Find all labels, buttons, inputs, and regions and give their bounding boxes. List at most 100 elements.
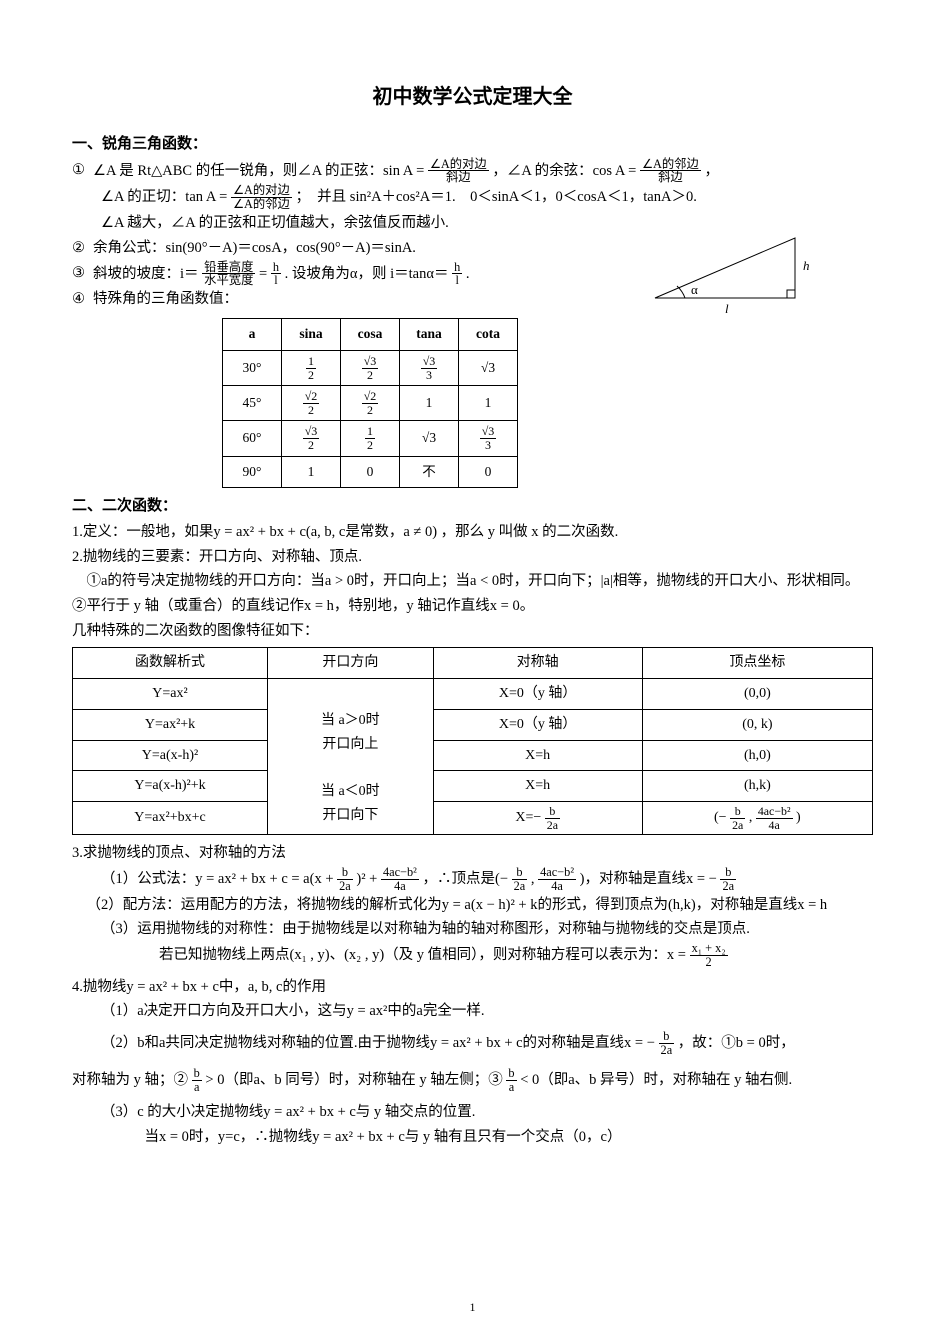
s1-li1-a: ∠A 是 Rt△ABC 的任一锐角，则∠A 的正弦：sin A = [93, 162, 428, 178]
triangle-svg: α h l [645, 228, 825, 318]
r4c3m: , [749, 810, 756, 825]
table-row: Y=ax²+k X=0（y 轴） (0, k) [73, 709, 873, 740]
s4p2a: （2）b和a共同决定抛物线对称轴的位置.由于抛物线y = ax² + bx + … [101, 1035, 655, 1051]
frac-slope2: h l [271, 261, 281, 288]
s4-heading: 4.抛物线y = ax² + bx + c中，a, b, c的作用 [72, 975, 873, 1000]
td: (0,0) [642, 678, 872, 709]
table-row: Y=a(x-h)²+k X=h (h,k) [73, 771, 873, 802]
circled-4: ④ [72, 287, 89, 312]
s3m1d: , [531, 871, 538, 887]
table-row: Y=a(x-h)² X=h (h,0) [73, 740, 873, 771]
td: Y=ax² [73, 678, 268, 709]
th: 对称轴 [433, 648, 642, 679]
s4p3c: < 0（即a、b 异号）时，对称轴在 y 轴右侧. [520, 1072, 792, 1088]
td: Y=ax²+k [73, 709, 268, 740]
section-1-heading: 一、锐角三角函数： [72, 132, 873, 158]
s1-li2: 余角公式：sin(90°－A)＝cosA，cos(90°－A)＝sinA. [93, 240, 416, 256]
s4p3a: 对称轴为 y 轴；② [72, 1072, 188, 1088]
circled-3: ③ [72, 261, 89, 286]
table-row: a sina cosa tana cota [223, 319, 518, 351]
s4p3b: > 0（即a、b 同号）时，对称轴在 y 轴左侧；③ [205, 1072, 502, 1088]
s4-p2: （2）b和a共同决定抛物线对称轴的位置.由于抛物线y = ax² + bx + … [72, 1030, 873, 1057]
td: 60° [223, 421, 282, 456]
s3-heading: 3.求抛物线的顶点、对称轴的方法 [72, 841, 873, 866]
th: 函数解析式 [73, 648, 268, 679]
td: X=h [433, 740, 642, 771]
frac-cosA: ∠A的邻边 斜边 [640, 158, 701, 185]
s4p2b: ，故：①b = 0时， [678, 1035, 795, 1051]
r4c2a: X=− [515, 810, 541, 825]
td: 1 [282, 456, 341, 488]
td: 90° [223, 456, 282, 488]
s1-li4: 特殊角的三角函数值： [93, 291, 238, 307]
table-row: 45° √22 √22 1 1 [223, 386, 518, 421]
td: 0 [341, 456, 400, 488]
td: 1 [400, 386, 459, 421]
s2-p1: 1.定义：一般地，如果y = ax² + bx + c(a, b, c是常数，a… [72, 520, 873, 545]
s3-m3b: 若已知抛物线上两点(x₁ , y)、(x₂ , y)（及 y 值相同），则对称轴… [72, 942, 873, 969]
s1-item-1: ① ∠A 是 Rt△ABC 的任一锐角，则∠A 的正弦：sin A = ∠A的对… [72, 158, 873, 185]
s4-p5: 当x = 0时，y=c，∴抛物线y = ax² + bx + c与 y 轴有且只… [72, 1125, 873, 1150]
th-cota: cota [459, 319, 518, 351]
frac-slope1: 铅垂高度 水平宽度 [202, 261, 255, 288]
s1-li1l2-a: ∠A 的正切：tan A = [101, 189, 231, 205]
r4c3b: ) [796, 810, 801, 825]
td: √32 [341, 350, 400, 385]
s1-li3-d: . [466, 265, 470, 281]
dir-down: 当 a＜0时 开口向下 [321, 784, 380, 823]
table-row: 90° 1 0 不 0 [223, 456, 518, 488]
th: 顶点坐标 [642, 648, 872, 679]
s3-m2: （2）配方法：运用配方的方法，将抛物线的解析式化为y = a(x − h)² +… [72, 893, 873, 918]
circled-2: ② [72, 236, 89, 261]
triangle-diagram: α h l [645, 228, 825, 318]
frac-tanA: ∠A的对边 ∠A的邻边 [231, 184, 292, 211]
s1-li3-a: 斜坡的坡度：i＝ [93, 265, 199, 281]
s3m1a: （1）公式法：y = ax² + bx + c = a(x + [101, 871, 337, 887]
document-page: 初中数学公式定理大全 一、锐角三角函数： ① ∠A 是 Rt△ABC 的任一锐角… [0, 0, 945, 1337]
td: √3 [400, 421, 459, 456]
th-tana: tana [400, 319, 459, 351]
th-sina: sina [282, 319, 341, 351]
triangle-alpha: α [691, 282, 698, 297]
td: √32 [282, 421, 341, 456]
r4c3a: (− [714, 810, 727, 825]
s3-m1: （1）公式法：y = ax² + bx + c = a(x + b2a )² +… [72, 866, 873, 893]
page-number: 1 [0, 1297, 945, 1317]
s4-p1: （1）a决定开口方向及开口大小，这与y = ax²中的a完全一样. [72, 999, 873, 1024]
th: 开口方向 [268, 648, 434, 679]
s1-li1-c: ， [704, 162, 719, 178]
page-title: 初中数学公式定理大全 [72, 80, 873, 114]
s2-p2: 2.抛物线的三要素：开口方向、对称轴、顶点. [72, 545, 873, 570]
td: 不 [400, 456, 459, 488]
td: √22 [282, 386, 341, 421]
td: X=0（y 轴） [433, 709, 642, 740]
s3-m3a: （3）运用抛物线的对称性：由于抛物线是以对称轴为轴的轴对称图形，对称轴与抛物线的… [72, 917, 873, 942]
th-a: a [223, 319, 282, 351]
td: 0 [459, 456, 518, 488]
s1-li1l2-b: ； 并且 sin²A＋cos²A＝1. 0＜sinA＜1，0＜cosA＜1，ta… [295, 189, 696, 205]
triangle-h: h [803, 258, 810, 273]
td: (− b2a , 4ac−b²4a ) [642, 802, 872, 835]
td: 45° [223, 386, 282, 421]
frac-slope3: h l [452, 261, 462, 288]
td: 30° [223, 350, 282, 385]
frac-sinA: ∠A的对边 斜边 [428, 158, 489, 185]
td: 1 [459, 386, 518, 421]
triangle-l: l [725, 301, 729, 316]
s3m1b: )² + [356, 871, 381, 887]
td: √33 [459, 421, 518, 456]
td-direction: 当 a＞0时 开口向上 当 a＜0时 开口向下 [268, 678, 434, 834]
dir-up: 当 a＞0时 开口向上 [321, 713, 380, 752]
trig-values-table: a sina cosa tana cota 30° 12 √32 √33 √3 … [222, 318, 518, 488]
td: X=0（y 轴） [433, 678, 642, 709]
s1-li3-c: . 设坡角为α，则 i＝tanα＝ [285, 265, 449, 281]
td: Y=a(x-h)² [73, 740, 268, 771]
th-cosa: cosa [341, 319, 400, 351]
s4-p3: 对称轴为 y 轴；② ba > 0（即a、b 同号）时，对称轴在 y 轴左侧；③… [72, 1067, 873, 1094]
td: X=− b2a [433, 802, 642, 835]
td: √22 [341, 386, 400, 421]
s3m1e: )，对称轴是直线x = − [580, 871, 717, 887]
s1-li3-b: = [259, 265, 271, 281]
td: (h,0) [642, 740, 872, 771]
s4-p4: （3）c 的大小决定抛物线y = ax² + bx + c与 y 轴交点的位置. [72, 1100, 873, 1125]
